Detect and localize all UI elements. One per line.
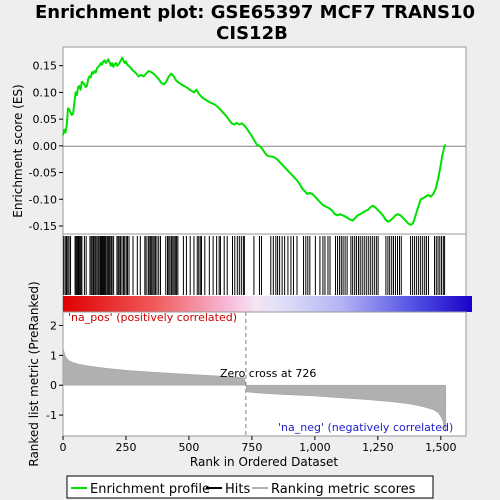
ranking-x-tick-label: 500 bbox=[178, 441, 199, 454]
ranking-x-tick-label: 1,500 bbox=[425, 441, 457, 454]
legend-label-enrichment-profile: Enrichment profile bbox=[90, 482, 210, 497]
ranking-y-tick-label: 0 bbox=[50, 379, 57, 392]
rank-color-bar bbox=[63, 296, 472, 312]
ranking-y-tick-label: 2 bbox=[50, 319, 57, 332]
ranking-x-tick-label: 0 bbox=[60, 441, 67, 454]
ranking-y-tick-label: 1 bbox=[50, 349, 57, 362]
ranking-y-axis: -1 0 1 2 bbox=[46, 319, 63, 422]
enrichment-panel bbox=[62, 46, 467, 235]
enrichment-profile-line bbox=[62, 56, 447, 226]
ranking-x-tick-label: 750 bbox=[241, 441, 262, 454]
ranking-x-tick-label: 250 bbox=[115, 441, 136, 454]
es-y-tick-label: 0.05 bbox=[33, 113, 58, 126]
ranking-x-tick-label: 1,250 bbox=[362, 441, 394, 454]
legend-box bbox=[66, 475, 434, 499]
ranking-x-tick-label: 1,000 bbox=[299, 441, 331, 454]
legend-label-ranking-metric: Ranking metric scores bbox=[271, 482, 416, 497]
ranking-x-axis-label: Rank in Ordered Dataset bbox=[190, 455, 338, 469]
es-y-axis: -0.15 -0.10 -0.05 0.00 0.05 0.10 0.15 bbox=[29, 60, 63, 233]
zero-cross-label: Zero cross at 726 bbox=[220, 367, 316, 380]
es-y-tick-label: 0.00 bbox=[33, 140, 58, 153]
na-neg-label: 'na_neg' (negatively correlated) bbox=[278, 421, 453, 434]
es-y-tick-label: -0.15 bbox=[29, 220, 57, 233]
es-y-tick-label: -0.10 bbox=[29, 193, 57, 206]
ranking-y-tick-label: -1 bbox=[46, 409, 57, 422]
es-y-tick-label: 0.10 bbox=[33, 86, 58, 99]
na-pos-label: 'na_pos' (positively correlated) bbox=[68, 311, 237, 324]
ranking-y-axis-label: Ranked list metric (PreRanked) bbox=[27, 281, 41, 466]
legend-label-hits: Hits bbox=[225, 482, 250, 497]
chart-title-line-2: CIS12B bbox=[216, 23, 288, 44]
chart-title-line-1: Enrichment plot: GSE65397 MCF7 TRANS10 bbox=[35, 2, 475, 23]
hit-markers bbox=[63, 236, 446, 295]
es-y-tick-label: -0.05 bbox=[29, 167, 57, 180]
ranking-x-axis: 0 250 500 750 1,000 1,250 1,500 bbox=[60, 436, 457, 454]
es-y-axis-label: Enrichment score (ES) bbox=[11, 84, 25, 217]
es-y-tick-label: 0.15 bbox=[33, 60, 58, 73]
